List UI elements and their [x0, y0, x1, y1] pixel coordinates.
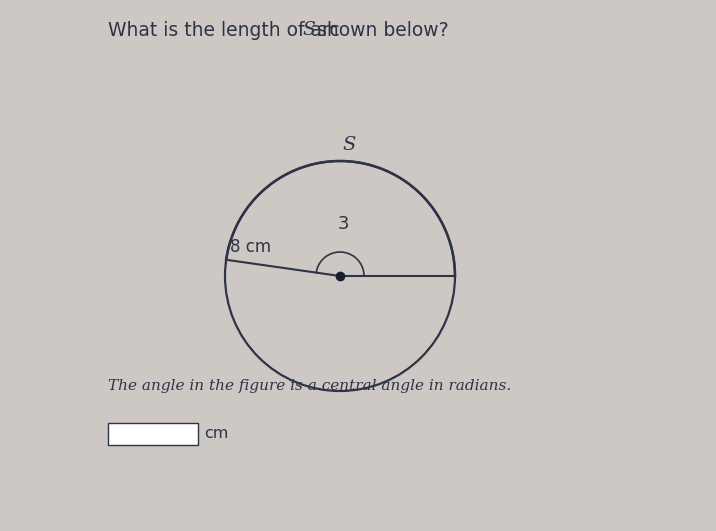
- Text: S: S: [302, 21, 315, 39]
- Text: shown below?: shown below?: [311, 21, 449, 40]
- Bar: [108, 423, 198, 445]
- Text: cm: cm: [204, 426, 228, 441]
- Text: 3: 3: [338, 215, 349, 233]
- Text: S: S: [342, 136, 356, 155]
- Text: What is the length of arc: What is the length of arc: [108, 21, 346, 40]
- Text: The angle in the figure is a central angle in radians.: The angle in the figure is a central ang…: [108, 379, 511, 393]
- Text: 8 cm: 8 cm: [230, 237, 271, 255]
